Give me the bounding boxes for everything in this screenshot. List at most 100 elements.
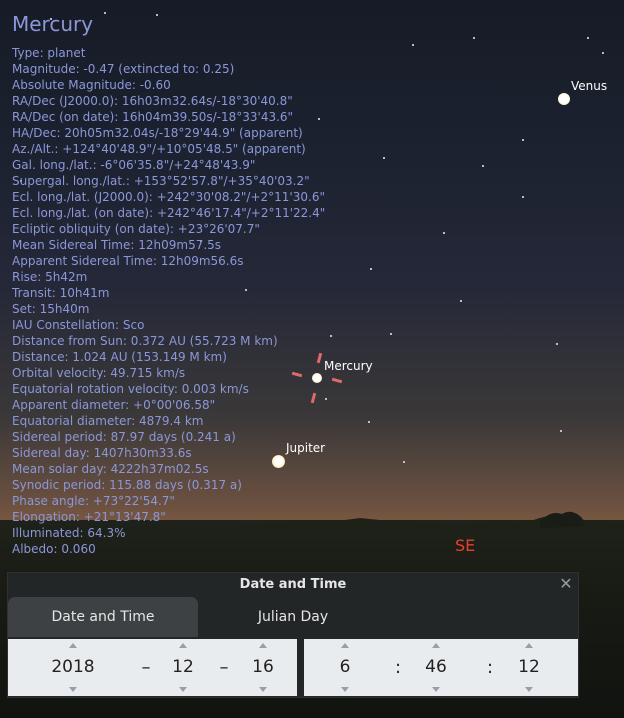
info-line: Apparent Sidereal Time: 12h09m56.6s [12, 254, 244, 268]
hour-down-arrow-icon[interactable] [341, 687, 349, 692]
star [20, 180, 22, 182]
object-info-lines: Type: planet Magnitude: -0.47 (extincted … [12, 45, 325, 557]
star [104, 12, 106, 14]
info-line: HA/Dec: 20h05m32.04s/-18°29'44.9" (appar… [12, 126, 303, 140]
star [245, 289, 247, 291]
star [443, 232, 445, 234]
info-line: Illuminated: 64.3% [12, 526, 126, 540]
jupiter-planet[interactable] [272, 455, 285, 468]
star [556, 343, 558, 345]
year-spinbox[interactable]: 2018 [51, 657, 95, 677]
info-line: Equatorial diameter: 4879.4 km [12, 414, 204, 428]
treeline [0, 511, 624, 540]
info-line: Az./Alt.: +124°40'48.9"/+10°05'48.5" (ap… [12, 142, 306, 156]
info-line: Ecliptic obliquity (on date): +23°26'07.… [12, 222, 260, 236]
tab-julian-day[interactable]: Julian Day [257, 609, 329, 625]
venus-planet[interactable] [558, 93, 570, 105]
object-name: Mercury [12, 12, 94, 36]
star [200, 240, 202, 242]
info-line: Rise: 5h42m [12, 270, 88, 284]
month-down-arrow-icon[interactable] [179, 687, 187, 692]
date-separator: – [141, 657, 151, 678]
star [522, 196, 524, 198]
info-line: Sidereal day: 1407h30m33.6s [12, 446, 192, 460]
time-spinner-panel: 6 : 46 : 12 [304, 639, 578, 696]
hour-up-arrow-icon[interactable] [341, 643, 349, 648]
star [460, 300, 462, 302]
info-line: Absolute Magnitude: -0.60 [12, 78, 171, 92]
info-line: Ecl. long./lat. (on date): +242°46'17.4"… [12, 206, 326, 220]
minute-spinbox[interactable]: 46 [425, 657, 447, 677]
info-line: Synodic period: 115.88 days (0.317 a) [12, 478, 242, 492]
star [482, 165, 484, 167]
info-line: Distance: 1.024 AU (153.149 M km) [12, 350, 227, 364]
year-down-arrow-icon[interactable] [69, 687, 77, 692]
mercury-planet[interactable] [312, 373, 322, 383]
info-line: IAU Constellation: Sco [12, 318, 145, 332]
selection-marker-right [331, 377, 343, 384]
info-line: Orbital velocity: 49.715 km/s [12, 366, 186, 380]
second-spinbox[interactable]: 12 [518, 657, 540, 677]
info-line: Mean Sidereal Time: 12h09m57.5s [12, 238, 222, 252]
star [473, 37, 475, 39]
second-up-arrow-icon[interactable] [525, 643, 533, 648]
hour-spinbox[interactable]: 6 [339, 657, 351, 677]
date-separator: – [219, 657, 229, 678]
month-up-arrow-icon[interactable] [179, 643, 187, 648]
dialog-title: Date and Time [239, 577, 347, 592]
star [412, 44, 414, 46]
info-line: Ecl. long./lat. (J2000.0): +242°30'08.2"… [12, 190, 325, 204]
info-line: RA/Dec (J2000.0): 16h03m32.64s/-18°30'40… [12, 94, 293, 108]
minute-down-arrow-icon[interactable] [432, 687, 440, 692]
cardinal-se-label: SE [455, 536, 476, 555]
star [368, 421, 370, 423]
info-line: Equatorial rotation velocity: 0.003 km/s [12, 382, 249, 396]
info-line: Albedo: 0.060 [12, 542, 96, 556]
month-spinbox[interactable]: 12 [172, 657, 194, 677]
star [330, 335, 332, 337]
time-separator: : [486, 657, 494, 678]
info-line: Apparent diameter: +0°00'06.58" [12, 398, 216, 412]
jupiter-label: Jupiter [286, 441, 326, 455]
info-line: Supergal. long./lat.: +153°52'57.8"/+35°… [12, 174, 310, 188]
date-spinner-panel: 2018 – 12 – 16 [8, 639, 297, 696]
star [370, 268, 372, 270]
info-line: Set: 15h40m [12, 302, 90, 316]
second-down-arrow-icon[interactable] [525, 687, 533, 692]
star [602, 52, 604, 54]
time-separator: : [394, 657, 402, 678]
star [325, 398, 327, 400]
info-line: Type: planet [12, 46, 86, 60]
star [318, 118, 320, 120]
venus-label: Venus [571, 79, 608, 93]
minute-up-arrow-icon[interactable] [432, 643, 440, 648]
star [390, 333, 392, 335]
dialog-titlebar[interactable]: Date and Time ✕ [8, 573, 578, 597]
info-line: Gal. long./lat.: -6°06'35.8"/+24°48'43.9… [12, 158, 256, 172]
date-time-dialog: Date and Time ✕ Date and Time Julian Day… [7, 572, 579, 698]
info-line: Sidereal period: 87.97 days (0.241 a) [12, 430, 236, 444]
star [156, 14, 158, 16]
info-line: Phase angle: +73°22'54.7" [12, 494, 175, 508]
dialog-tabs: Date and Time Julian Day [8, 597, 578, 637]
mercury-label: Mercury [324, 359, 373, 373]
star [403, 461, 405, 463]
star [383, 157, 385, 159]
day-up-arrow-icon[interactable] [259, 643, 267, 648]
tab-date-and-time[interactable]: Date and Time [8, 597, 198, 637]
info-line: Transit: 10h41m [12, 286, 110, 300]
info-line: Distance from Sun: 0.372 AU (55.723 M km… [12, 334, 278, 348]
close-icon[interactable]: ✕ [559, 574, 573, 593]
star [522, 139, 524, 141]
star [587, 37, 589, 39]
info-line: RA/Dec (on date): 16h04m39.50s/-18°33'43… [12, 110, 294, 124]
star [560, 430, 562, 432]
info-line: Elongation: +21°13'47.8" [12, 510, 166, 524]
star [50, 18, 52, 20]
day-spinbox[interactable]: 16 [252, 657, 274, 677]
year-up-arrow-icon[interactable] [69, 643, 77, 648]
info-line: Magnitude: -0.47 (extincted to: 0.25) [12, 62, 235, 76]
object-info-panel: Mercury Type: planet Magnitude: -0.47 (ex… [12, 11, 325, 557]
day-down-arrow-icon[interactable] [259, 687, 267, 692]
info-line: Mean solar day: 4222h37m02.5s [12, 462, 209, 476]
